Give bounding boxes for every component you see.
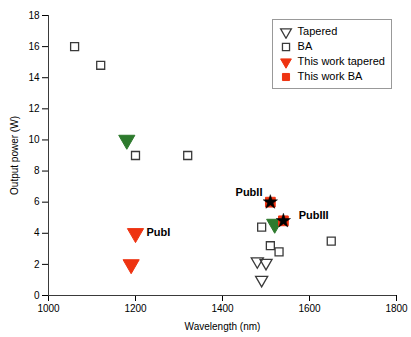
svg-text:12: 12 [28, 103, 40, 114]
svg-text:1000: 1000 [37, 303, 60, 314]
svg-text:PubI: PubI [146, 226, 170, 238]
html-text:This work BA: This work BA [297, 70, 363, 82]
svg-text:1600: 1600 [298, 303, 321, 314]
svg-text:1400: 1400 [211, 303, 234, 314]
svg-text:Wavelength (nm): Wavelength (nm) [185, 321, 261, 332]
svg-text:14: 14 [28, 72, 40, 83]
svg-text:0: 0 [34, 290, 40, 301]
svg-text:1200: 1200 [124, 303, 147, 314]
svg-text:Output power (W): Output power (W) [9, 116, 20, 195]
svg-text:PubIII: PubIII [299, 209, 329, 221]
svg-text:2: 2 [34, 259, 40, 270]
svg-text:16: 16 [28, 41, 40, 52]
svg-text:1800: 1800 [385, 303, 408, 314]
svg-text:4: 4 [34, 227, 40, 238]
html-text:Tapered: Tapered [297, 25, 338, 37]
svg-text:6: 6 [34, 196, 40, 207]
svg-text:PubII: PubII [236, 186, 263, 198]
html-text:BA: BA [297, 40, 313, 52]
svg-text:10: 10 [28, 134, 40, 145]
svg-text:18: 18 [28, 10, 40, 21]
html-text:This work tapered: This work tapered [297, 55, 385, 67]
svg-text:8: 8 [34, 165, 40, 176]
